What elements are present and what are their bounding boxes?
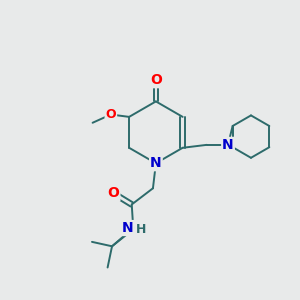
Text: N: N <box>150 156 162 170</box>
Text: H: H <box>136 223 147 236</box>
Text: N: N <box>122 221 134 235</box>
Text: O: O <box>150 73 162 87</box>
Text: O: O <box>106 108 116 121</box>
Text: N: N <box>222 138 234 152</box>
Text: O: O <box>108 186 119 200</box>
